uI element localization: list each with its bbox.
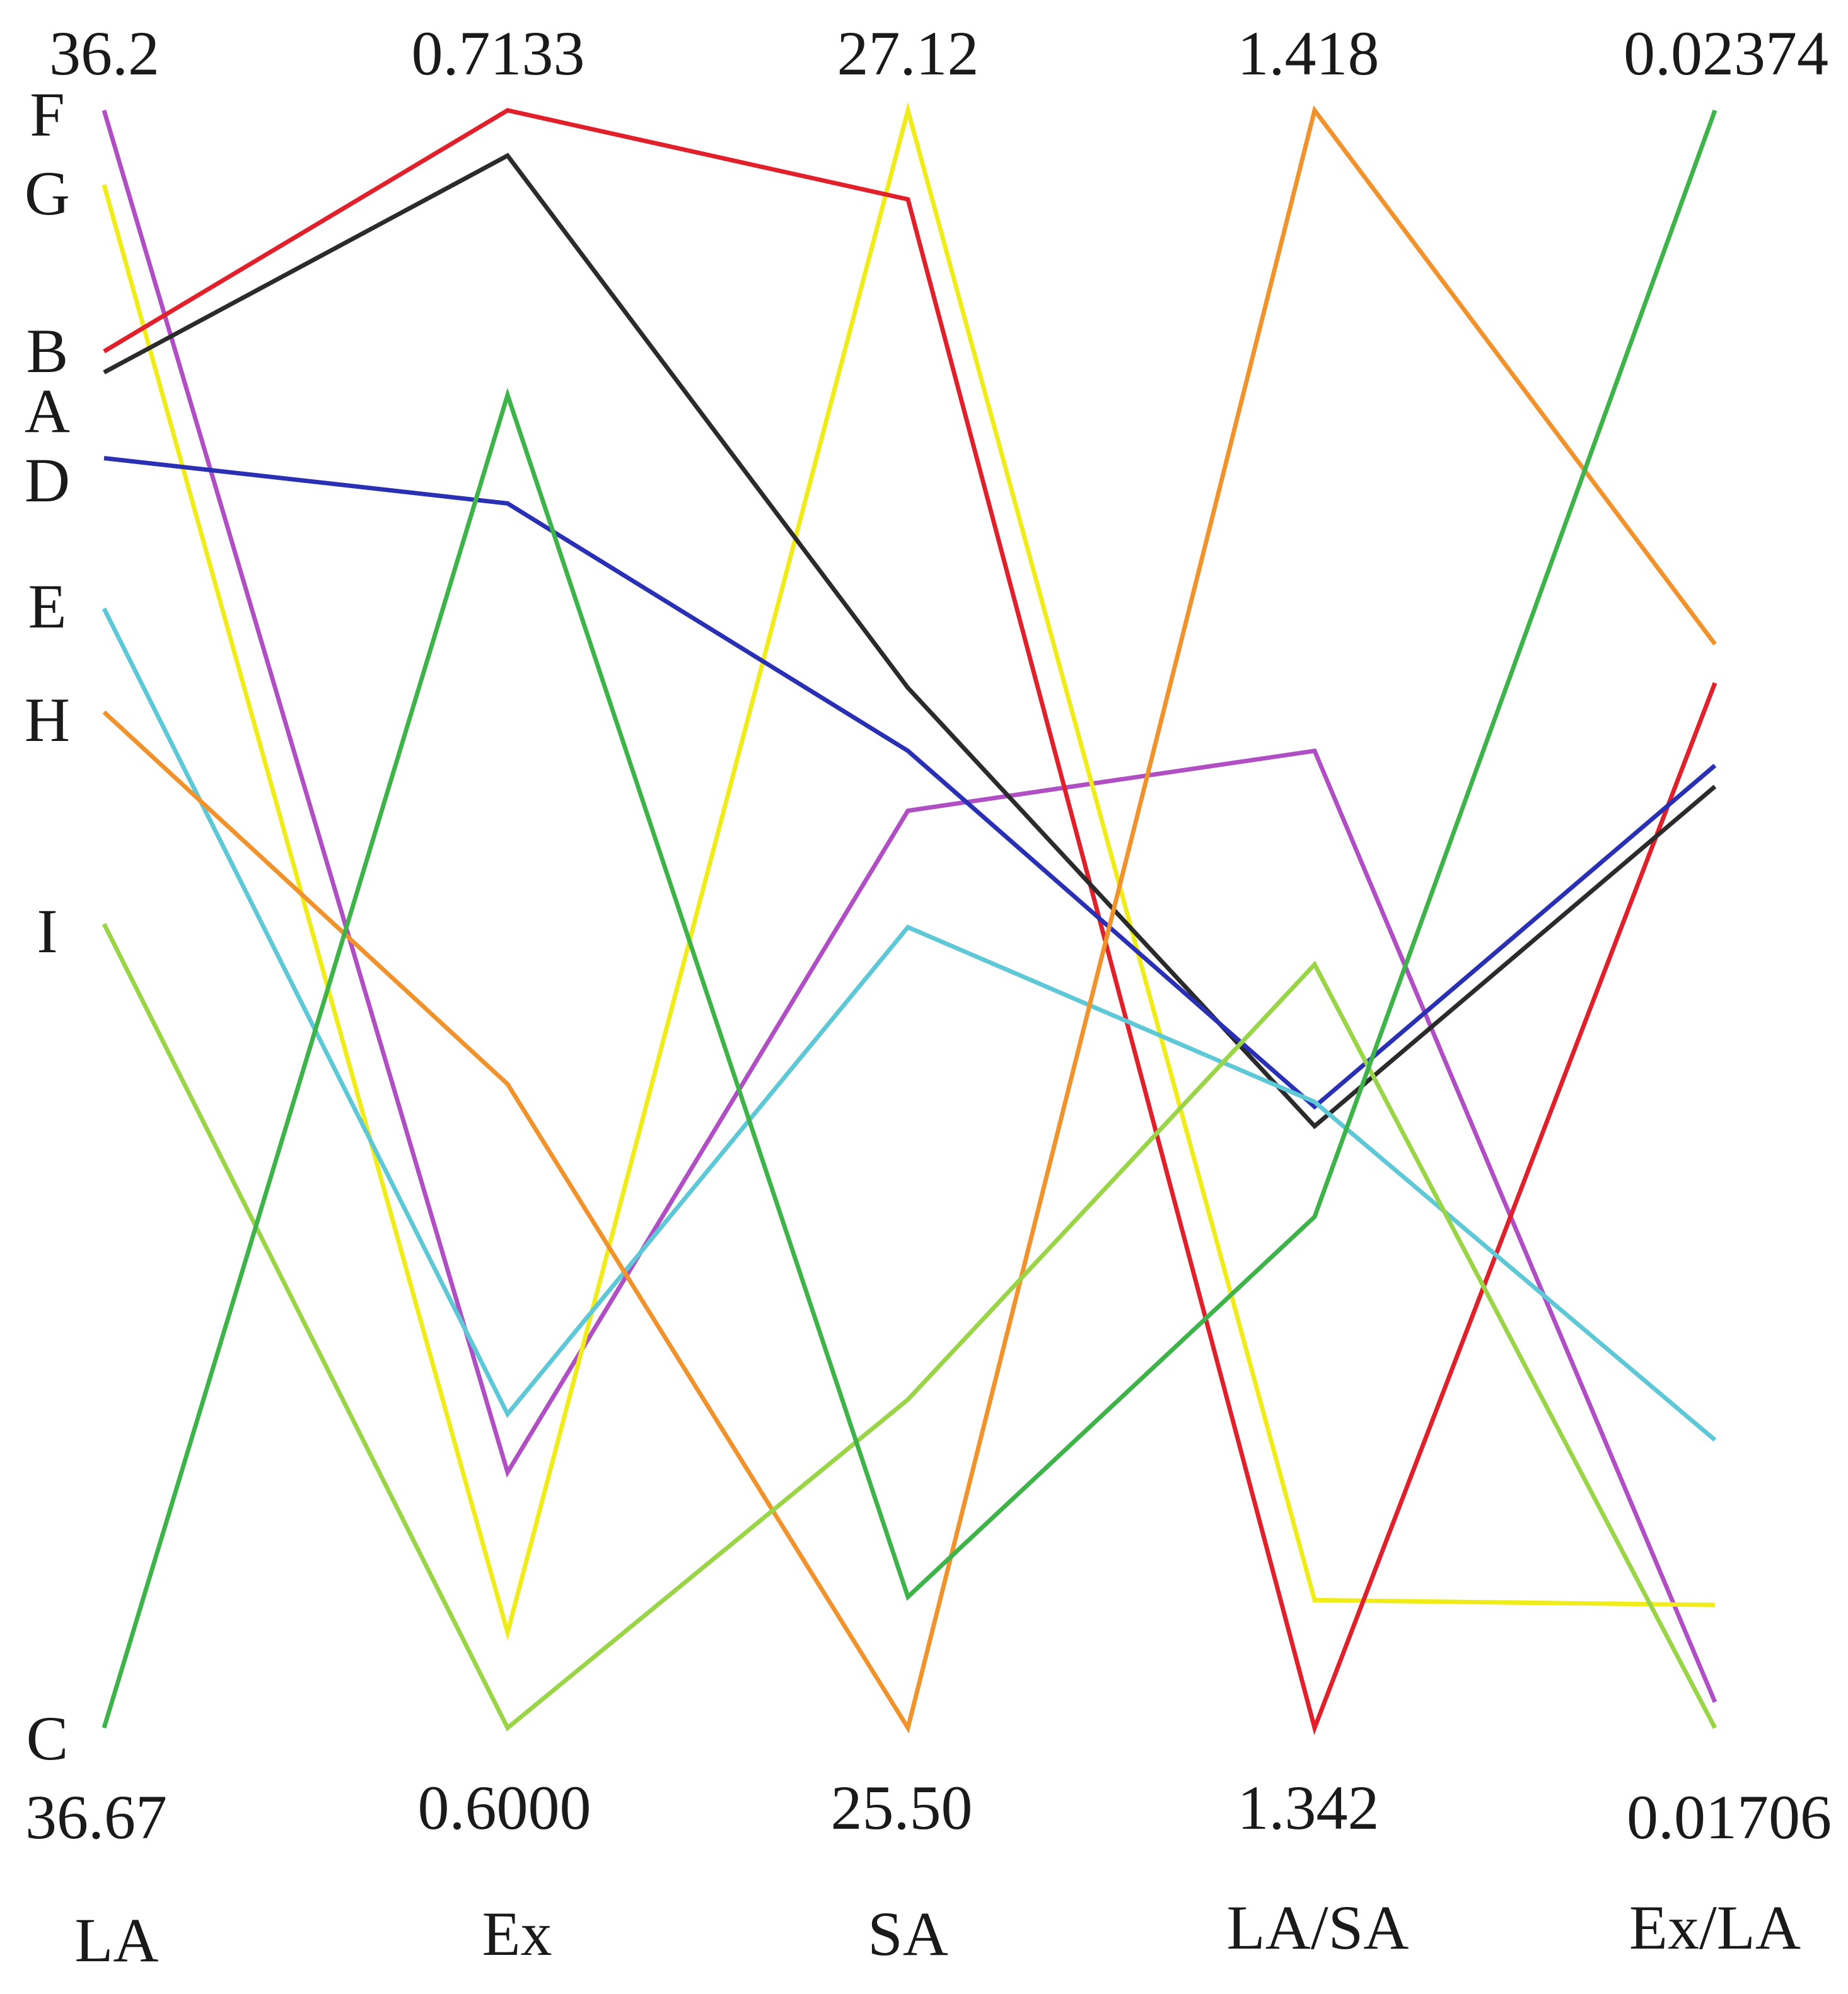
axis-name-ex: Ex [482,1899,552,1969]
axis-top-value-la: 36.2 [49,18,160,88]
series-label-h: H [25,685,70,755]
series-label-f: F [30,79,65,149]
axis-name-la: LA [74,1905,158,1975]
axis-bottom-value-la-sa: 1.342 [1238,1773,1380,1843]
axis-bottom-value-la: 36.67 [25,1782,167,1852]
series-line-b [103,108,1717,1735]
series-line-d [103,456,1717,1110]
axis-top-value-sa: 27.12 [837,18,979,88]
series-label-a: A [25,376,70,446]
axis-top-value-ex-la: 0.02374 [1624,18,1828,88]
series-label-d: D [25,445,70,515]
axis-top-values: 36.2 0.7133 27.12 1.418 0.02374 [49,18,1828,88]
axis-name-la-sa: LA/SA [1227,1892,1409,1962]
axis-names: LA Ex SA LA/SA Ex/LA [74,1892,1801,1975]
series-line-f [102,110,1717,1703]
axis-name-sa: SA [868,1899,948,1969]
axis-top-value-la-sa: 1.418 [1238,18,1380,88]
series-line-i [102,923,1717,1732]
axis-bottom-value-sa: 25.50 [831,1773,973,1843]
series-label-b: B [26,316,69,386]
axis-name-ex-la: Ex/LA [1629,1892,1801,1962]
series-line-c [102,109,1717,1729]
series-label-c: C [26,1703,69,1773]
series-line-h [102,105,1717,1734]
axis-top-value-ex: 0.7133 [412,18,585,88]
series-line-a [103,153,1717,1129]
series-label-e: E [28,571,66,641]
series-label-i: I [37,896,57,966]
series-lines [102,102,1717,1735]
series-labels: F G B A D E H I C [25,79,70,1773]
axis-bottom-value-ex-la: 0.01706 [1627,1782,1832,1852]
axis-bottom-values: 36.67 0.6000 25.50 1.342 0.01706 [25,1773,1832,1852]
axis-bottom-value-ex: 0.6000 [418,1773,591,1843]
series-label-g: G [25,158,70,228]
